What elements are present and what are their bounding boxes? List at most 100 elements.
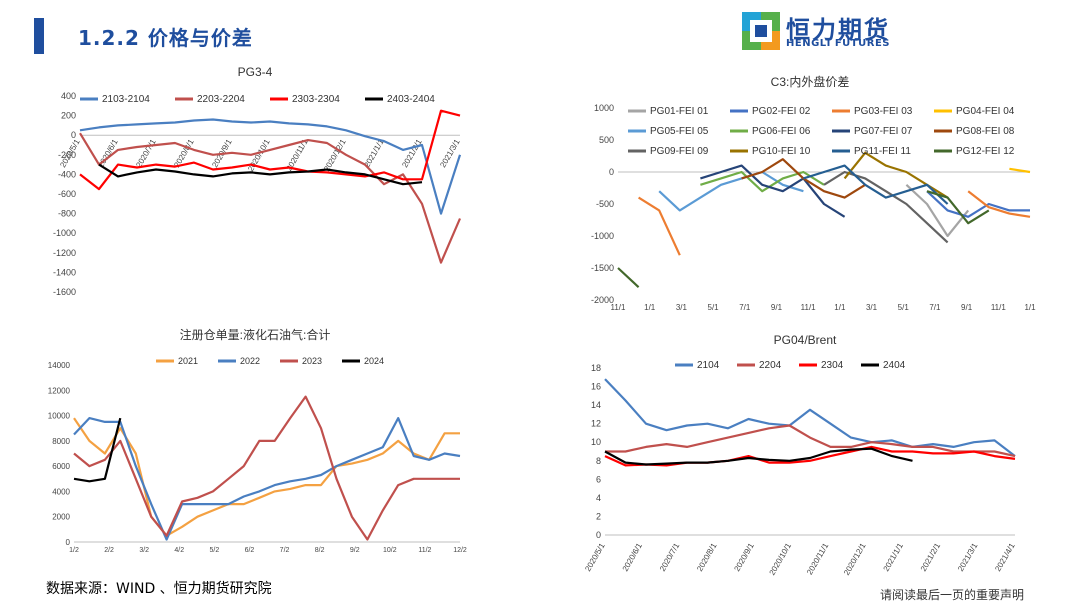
chart-title: PG04/Brent bbox=[774, 333, 837, 347]
series-line-PG06-FEI 06 bbox=[700, 170, 825, 193]
y-tick-label: -600 bbox=[58, 189, 76, 199]
y-tick-label: 200 bbox=[61, 111, 76, 121]
x-tick-label: 5/1 bbox=[708, 303, 720, 312]
y-tick-label: -2000 bbox=[591, 295, 614, 305]
x-tick-label: 11/1 bbox=[611, 303, 627, 312]
x-tick-label: 1/2 bbox=[69, 547, 79, 554]
x-tick-label: 2020/10/1 bbox=[768, 541, 794, 577]
series-line-2403-2404 bbox=[98, 163, 423, 186]
x-tick-label: 11/1 bbox=[991, 303, 1007, 312]
series-line-2303-2304 bbox=[79, 109, 461, 191]
legend-label: 2204 bbox=[759, 360, 782, 371]
x-tick-label: 1/1 bbox=[1024, 303, 1036, 312]
y-tick-label: -800 bbox=[58, 209, 76, 219]
chart-title: 注册仓单量:液化石油气:合计 bbox=[180, 327, 331, 342]
x-tick-label: 11/2 bbox=[418, 547, 431, 554]
y-tick-label: 6 bbox=[596, 474, 601, 484]
logo-mark-icon bbox=[742, 12, 780, 50]
y-tick-label: 0 bbox=[66, 538, 71, 547]
y-tick-label: 2 bbox=[596, 511, 601, 521]
x-tick-label: 2021/1/1 bbox=[882, 541, 906, 573]
chart-pg34: PG3-4 -1600 -1400 -1200 -1000 -800 -600 -400 -20… bbox=[53, 65, 462, 297]
x-tick-label: 2021/2/1 bbox=[919, 541, 943, 573]
data-source-note: 数据来源：WIND 、恒力期货研究院 bbox=[46, 581, 272, 597]
x-tick-label: 2020/6/1 bbox=[621, 541, 645, 573]
y-tick-label: -1400 bbox=[53, 267, 76, 277]
x-tick-label: 2021/4/1 bbox=[993, 541, 1017, 573]
chart-pgbrent: PG04/Brent 0 2 4 6 8 10 12 14 16 18 2020/5/1 2020/6/… bbox=[583, 333, 1017, 577]
legend-label: PG01-FEI 01 bbox=[650, 106, 709, 117]
x-tick-label: 1/1 bbox=[644, 303, 656, 312]
y-tick-label: -1200 bbox=[53, 248, 76, 258]
series-line-PG05-FEI 05 bbox=[658, 170, 804, 212]
y-tick-label: 12000 bbox=[48, 386, 71, 395]
logo-name-cn: 恒力期货 bbox=[786, 16, 890, 44]
section-title: 1.2.2 价格与价差 bbox=[78, 26, 253, 50]
x-tick-label: 2020/5/1 bbox=[583, 541, 607, 573]
y-tick-label: 10 bbox=[591, 437, 601, 447]
x-tick-label: 9/2 bbox=[350, 547, 360, 554]
series-line-PG04-FEI 04 bbox=[1009, 167, 1031, 174]
y-tick-label: 12 bbox=[591, 419, 601, 429]
x-tick-label: 7/1 bbox=[929, 303, 941, 312]
y-tick-label: 8 bbox=[596, 456, 601, 466]
y-tick-label: -500 bbox=[596, 199, 614, 209]
logo-name-en: HENGLI FUTURES bbox=[786, 38, 890, 49]
y-tick-label: 8000 bbox=[52, 437, 70, 446]
legend-label: 2303-2304 bbox=[292, 94, 340, 105]
x-tick-label: 2020/8/1 bbox=[695, 541, 719, 573]
legend-label: PG11-FEI 11 bbox=[854, 146, 911, 157]
y-tick-label: 10000 bbox=[48, 412, 71, 421]
x-tick-label: 6/2 bbox=[245, 547, 255, 554]
series-line-2404 bbox=[604, 447, 913, 466]
x-tick-label: 2020/7/1 bbox=[658, 541, 682, 573]
x-tick-label: 3/1 bbox=[866, 303, 878, 312]
x-tick-label: 11/1 bbox=[801, 303, 817, 312]
y-tick-label: 0 bbox=[596, 530, 601, 540]
x-tick-label: 7/1 bbox=[739, 303, 751, 312]
title-accent-bar bbox=[34, 18, 44, 54]
legend-label: 2023 bbox=[302, 356, 322, 366]
legend-label: 2024 bbox=[364, 356, 384, 366]
legend-label: 2022 bbox=[240, 356, 260, 366]
series-line-2103-2104 bbox=[79, 118, 462, 215]
legend-label: 2103-2104 bbox=[102, 94, 150, 105]
legend-label: PG03-FEI 03 bbox=[854, 106, 913, 117]
y-tick-label: 0 bbox=[71, 130, 76, 140]
x-tick-label: 2/2 bbox=[104, 547, 114, 554]
legend-label: PG06-FEI 06 bbox=[752, 126, 811, 137]
y-tick-label: 16 bbox=[591, 382, 601, 392]
series-line-2024 bbox=[73, 417, 122, 483]
y-tick-label: 4 bbox=[596, 493, 601, 503]
legend-label: PG04-FEI 04 bbox=[956, 106, 1015, 117]
series-line-PG12-FEI 12 bbox=[617, 190, 990, 289]
x-tick-label: 2020/9/1 bbox=[732, 541, 756, 573]
legend-label: PG08-FEI 08 bbox=[956, 126, 1015, 137]
y-tick-label: 500 bbox=[599, 135, 614, 145]
y-tick-label: -1600 bbox=[53, 287, 76, 297]
x-tick-label: 2020/12/1 bbox=[842, 541, 868, 577]
x-tick-label: 5/2 bbox=[209, 547, 219, 554]
legend-label: PG10-FEI 10 bbox=[752, 146, 811, 157]
legend-label: 2021 bbox=[178, 356, 198, 366]
x-tick-label: 12/2 bbox=[453, 547, 467, 554]
legend-label: 2403-2404 bbox=[387, 94, 435, 105]
x-tick-label: 3/2 bbox=[139, 547, 149, 554]
series-line-PG01-FEI 01 bbox=[905, 183, 970, 238]
x-tick-label: 2021/3/1 bbox=[438, 137, 462, 169]
x-tick-label: 9/1 bbox=[961, 303, 973, 312]
series-line-PG09-FEI 09 bbox=[823, 170, 949, 244]
x-tick-label: 5/1 bbox=[898, 303, 910, 312]
series-line-2203-2204 bbox=[79, 132, 462, 264]
legend-label: PG07-FEI 07 bbox=[854, 126, 913, 137]
y-tick-label: 18 bbox=[591, 363, 601, 373]
y-tick-label: 1000 bbox=[594, 103, 614, 113]
y-tick-label: -400 bbox=[58, 169, 76, 179]
y-tick-label: 14000 bbox=[48, 361, 71, 370]
series-line-2304 bbox=[604, 445, 1016, 467]
legend-label: PG09-FEI 09 bbox=[650, 146, 709, 157]
series-line-2022 bbox=[73, 417, 461, 541]
legend-label: 2404 bbox=[883, 360, 906, 371]
disclaimer-note: 请阅读最后一页的重要声明 bbox=[880, 588, 1025, 602]
hengli-logo: 恒力期货 HENGLI FUTURES bbox=[742, 10, 912, 52]
